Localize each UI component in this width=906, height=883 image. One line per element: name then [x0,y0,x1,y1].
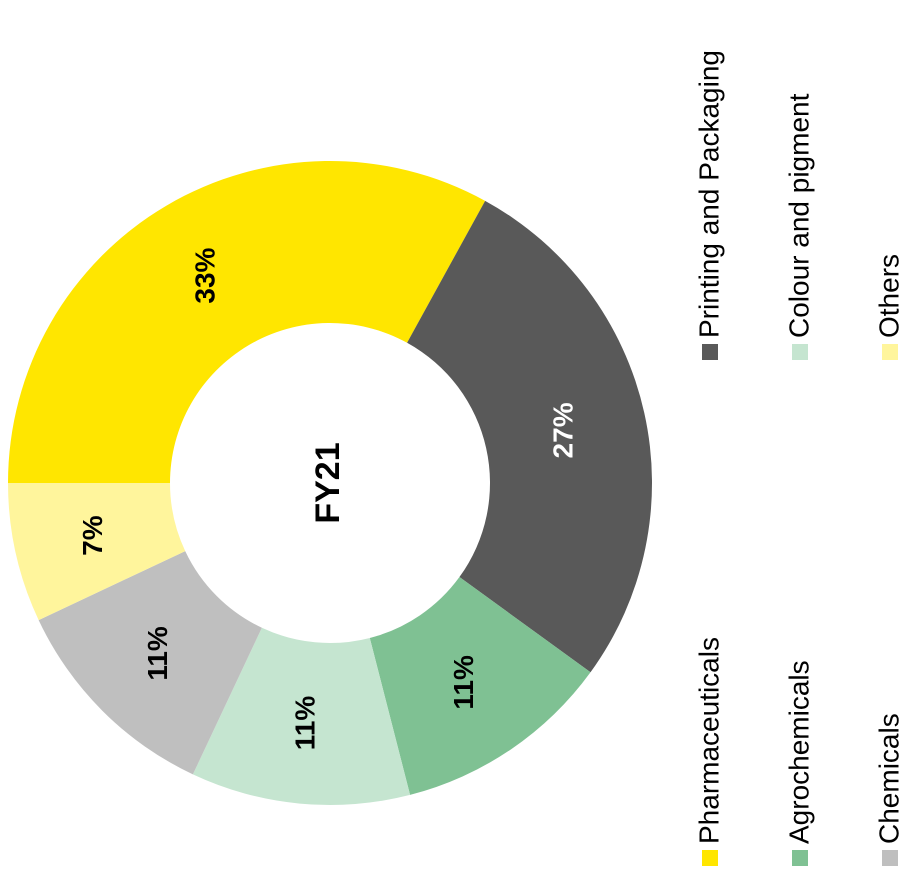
legend-marker [792,850,808,866]
legend-marker [882,344,898,360]
legend-label: Printing and Packaging [693,50,724,338]
legend-label: Others [873,254,904,338]
legend-marker [792,344,808,360]
legend-label: Colour and pigment [783,93,814,338]
legend-marker [882,850,898,866]
slice [38,551,262,775]
legend-label: Chemicals [873,713,904,844]
data-label: 33% [190,247,221,303]
data-label: 11% [448,655,479,710]
rotated-chart: FY21 33% 27% 11% 11% 11% 7% Pharmaceuticals Pri… [8,50,904,866]
slice [8,161,486,483]
data-label: 11% [290,696,321,751]
slice [8,483,186,621]
data-label: 11% [142,626,173,681]
slice [407,200,652,673]
legend-label: Agrochemicals [783,660,814,844]
center-label: FY21 [309,442,347,523]
data-label: 27% [548,402,579,458]
legend-marker [702,850,718,866]
data-label: 7% [77,515,108,556]
slice [369,577,591,795]
legend-label: Pharmaceuticals [693,637,724,844]
legend-marker [702,344,718,360]
slice [192,627,411,805]
